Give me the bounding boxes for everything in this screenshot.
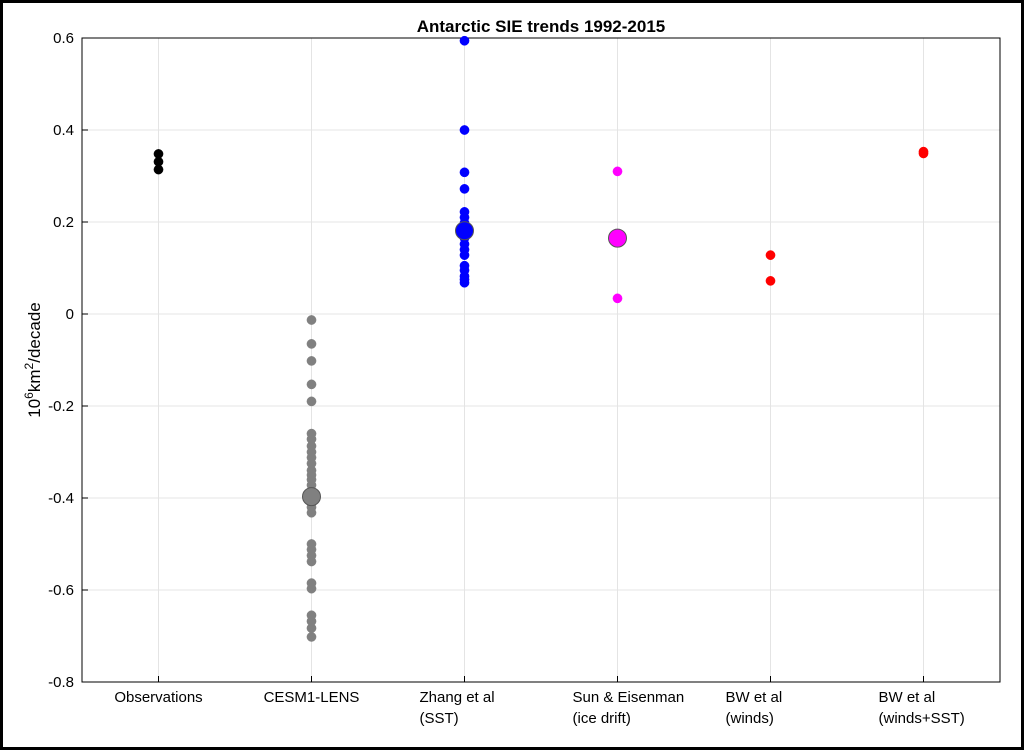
y-axis-label-suffix: /decade: [25, 302, 44, 363]
data-point: [765, 276, 776, 286]
y-tick-label: 0: [66, 306, 74, 323]
data-points: [153, 35, 929, 642]
plot-border: [81, 37, 1001, 683]
mean-point: [455, 221, 474, 241]
data-point: [918, 148, 929, 159]
data-point: [612, 293, 623, 304]
grid: [82, 37, 1000, 683]
data-point: [459, 35, 470, 46]
mean-point: [608, 228, 627, 248]
data-point: [765, 250, 776, 260]
data-point: [306, 556, 317, 567]
data-point: [306, 623, 317, 634]
y-tick-label: -0.2: [48, 398, 74, 415]
x-tick-label: Sun & Eisenman: [573, 689, 685, 706]
data-point: [153, 164, 164, 175]
y-axis-label-unit-exponent: 2: [22, 362, 36, 369]
y-tick-label: 0.4: [53, 122, 74, 139]
data-point: [306, 632, 317, 642]
x-tick-label: (SST): [420, 710, 459, 727]
data-point: [306, 339, 317, 349]
data-point: [459, 125, 470, 135]
x-tick-label: (winds): [726, 710, 774, 727]
y-axis-label-unit: km: [25, 369, 44, 392]
chart-title: Antarctic SIE trends 1992-2015: [417, 17, 666, 36]
x-tick-label: BW et al: [879, 689, 936, 706]
y-axis-label: 106km2/decade: [22, 302, 44, 417]
data-point: [306, 507, 317, 518]
y-tick-label: -0.6: [48, 582, 74, 599]
mean-point: [302, 487, 321, 507]
y-axis-label-base-exponent: 6: [22, 392, 36, 399]
x-tick-label: (winds+SST): [879, 710, 965, 727]
data-point: [612, 166, 623, 177]
y-tick-label: -0.8: [48, 674, 74, 691]
data-point: [459, 277, 470, 288]
data-point: [306, 379, 317, 390]
y-tick-label: 0.2: [53, 214, 74, 231]
data-point: [459, 184, 470, 194]
data-point: [306, 396, 317, 407]
x-tick-label: Observations: [114, 689, 202, 706]
y-axis-label-base: 10: [25, 399, 44, 418]
axes: 0.6 0.4 0.2 0 -0.2 -0.4 -0.6 -0.8 Observations CE…: [48, 30, 1001, 727]
x-tick-label: BW et al: [726, 689, 783, 706]
y-tick-label: -0.4: [48, 490, 74, 507]
data-point: [306, 583, 317, 594]
x-tick-label: (ice drift): [573, 710, 631, 727]
y-tick-label: 0.6: [53, 30, 74, 47]
data-point: [306, 356, 317, 366]
data-point: [459, 250, 470, 260]
x-tick-label: CESM1-LENS: [264, 689, 360, 706]
x-tick-label: Zhang et al: [420, 689, 495, 706]
data-point: [306, 315, 317, 325]
chart: 0.6 0.4 0.2 0 -0.2 -0.4 -0.6 -0.8 Observations CE…: [22, 17, 1001, 727]
data-point: [459, 167, 470, 178]
